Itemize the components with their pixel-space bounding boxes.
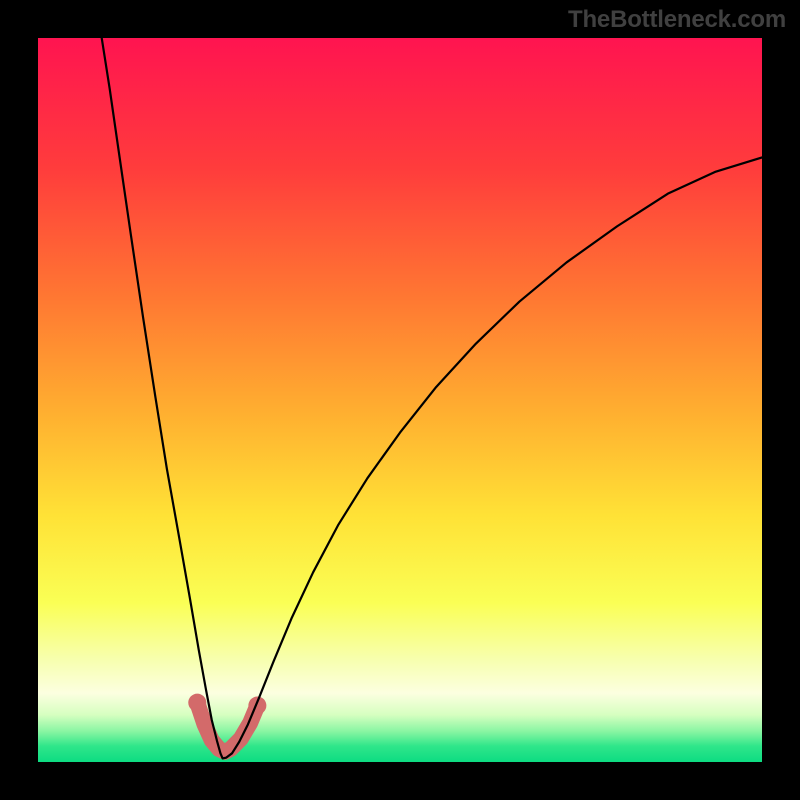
watermark-text: TheBottleneck.com <box>568 6 786 34</box>
chart-svg <box>38 38 762 762</box>
plot-area <box>38 38 762 762</box>
plot-background <box>38 38 762 762</box>
trough-dot-left <box>188 694 206 712</box>
